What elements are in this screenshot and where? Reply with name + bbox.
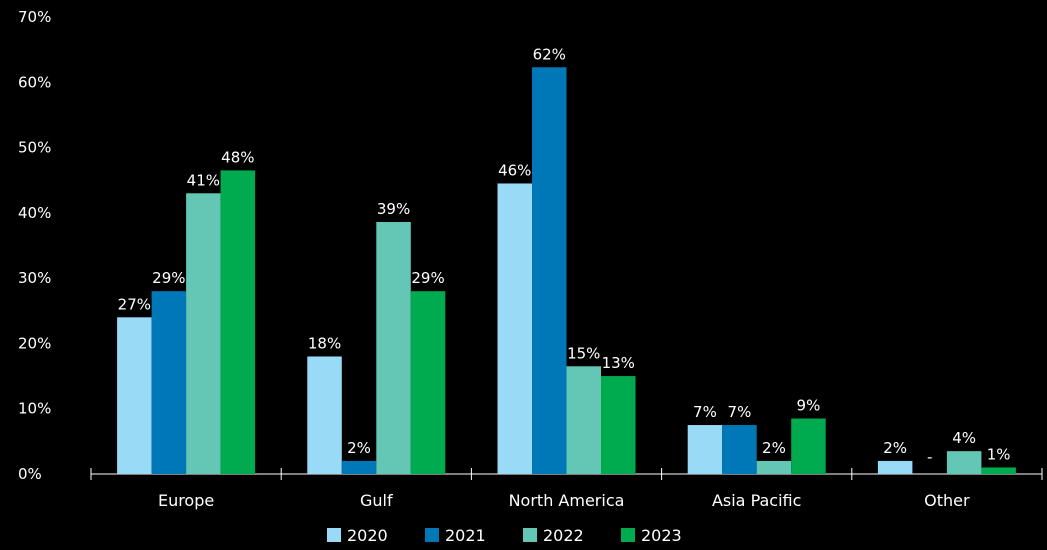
y-tick-label: 30% [18, 269, 51, 287]
bar [220, 170, 256, 474]
legend-swatch [425, 528, 439, 542]
value-labels-group: 27%29%41%48%18%2%39%29%46%62%15%13%7% 7%2… [118, 45, 1011, 466]
y-axis: 0% 10% 20% 30% 40% 50% 60% 70% [18, 8, 51, 483]
bar [687, 425, 723, 474]
legend-label: 2022 [543, 526, 584, 545]
bar [497, 183, 532, 474]
bar-value-label: 15% [567, 344, 600, 362]
y-tick-label: 50% [18, 139, 51, 157]
y-tick-label: 0% [18, 465, 42, 483]
legend-label: 2023 [641, 526, 682, 545]
bar [151, 291, 187, 474]
bar-value-label: 39% [377, 200, 410, 218]
bar-value-label: 4% [952, 429, 976, 447]
bar [566, 366, 601, 474]
bar-value-label: 62% [533, 45, 566, 63]
bar [981, 467, 1016, 474]
bar-value-label: 7% [693, 403, 717, 421]
bar-value-label: 9% [797, 397, 821, 415]
y-tick-label: 70% [18, 8, 51, 26]
y-tick-label: 20% [18, 334, 51, 352]
legend-swatch [327, 528, 341, 542]
y-tick-label: 40% [18, 204, 51, 222]
bars-group [117, 67, 1016, 475]
bar [117, 317, 152, 474]
bar [376, 221, 411, 474]
legend-swatch [621, 528, 635, 542]
bar-value-label: 7% [728, 403, 752, 421]
y-tick-label: 10% [18, 400, 51, 418]
legend-label: 2020 [347, 526, 388, 545]
bar-value-label: - [927, 448, 932, 466]
x-category-label: Asia Pacific [712, 491, 801, 510]
bar [946, 451, 982, 474]
bar-value-label: 13% [602, 354, 635, 372]
bar-value-label: 2% [762, 439, 786, 457]
bar-value-label: 41% [187, 171, 220, 189]
bar-value-label: 2% [883, 439, 907, 457]
bar [791, 418, 826, 474]
bar [186, 193, 221, 474]
bar [341, 460, 377, 474]
x-category-label: Other [924, 491, 970, 510]
bar [722, 425, 757, 474]
bar-value-label: 29% [152, 269, 185, 287]
bar [877, 460, 913, 474]
bar-value-label: 27% [118, 295, 151, 313]
bar-value-label: 18% [308, 334, 341, 352]
x-axis: Europe Gulf North America Asia Pacific Other [90, 468, 1043, 510]
bar-value-label: 29% [411, 269, 444, 287]
bar [532, 67, 567, 475]
legend-swatch [523, 528, 537, 542]
y-tick-label: 60% [18, 73, 51, 91]
x-category-label: Gulf [360, 491, 393, 510]
legend-label: 2021 [445, 526, 486, 545]
bar-value-label: 2% [347, 439, 371, 457]
bar [410, 291, 446, 474]
bar [307, 356, 342, 474]
bar-value-label: 1% [987, 445, 1011, 463]
x-category-label: North America [509, 491, 625, 510]
legend: 2020 2021 2022 2023 [327, 526, 682, 545]
bar-value-label: 48% [221, 148, 254, 166]
bar-value-label: 46% [498, 161, 531, 179]
bar [601, 376, 636, 474]
x-category-label: Europe [158, 491, 214, 510]
bar [756, 460, 792, 474]
